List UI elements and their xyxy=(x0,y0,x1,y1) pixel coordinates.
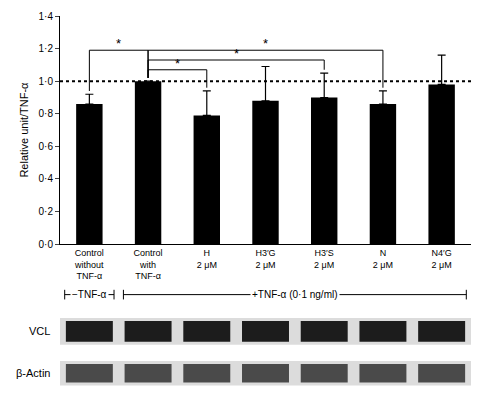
svg-text:N2 μM: N2 μM xyxy=(373,248,393,270)
svg-text:*: * xyxy=(234,46,239,61)
svg-text:*: * xyxy=(116,36,121,51)
svg-text:H2 μM: H2 μM xyxy=(197,248,217,270)
svg-text:VCL: VCL xyxy=(29,325,50,337)
svg-text:1·4: 1·4 xyxy=(39,11,54,22)
svg-text:ControlwithTNF-α: ControlwithTNF-α xyxy=(134,248,163,281)
svg-text:0·6: 0·6 xyxy=(39,141,54,152)
svg-text:N4′G2 μM: N4′G2 μM xyxy=(432,248,452,270)
svg-text:1·2: 1·2 xyxy=(39,43,54,54)
svg-text:ControlwithoutTNF-α: ControlwithoutTNF-α xyxy=(74,248,104,281)
svg-text:0·4: 0·4 xyxy=(39,173,54,184)
svg-text:*: * xyxy=(175,56,180,71)
svg-text:0·0: 0·0 xyxy=(39,239,54,250)
svg-text:β-Actin: β-Actin xyxy=(16,367,50,379)
svg-text:0·8: 0·8 xyxy=(39,108,54,119)
svg-text:H3′S2 μM: H3′S2 μM xyxy=(314,248,334,270)
svg-text:H3′G2 μM: H3′G2 μM xyxy=(255,248,275,270)
svg-text:+TNF-α (0·1 ng/ml): +TNF-α (0·1 ng/ml) xyxy=(252,289,338,300)
svg-text:Relative unit/TNF-α: Relative unit/TNF-α xyxy=(18,82,30,178)
svg-text:1·0: 1·0 xyxy=(39,76,54,87)
svg-text:−TNF-α: −TNF-α xyxy=(72,289,107,300)
svg-text:0·2: 0·2 xyxy=(39,206,54,217)
svg-text:*: * xyxy=(263,36,268,51)
